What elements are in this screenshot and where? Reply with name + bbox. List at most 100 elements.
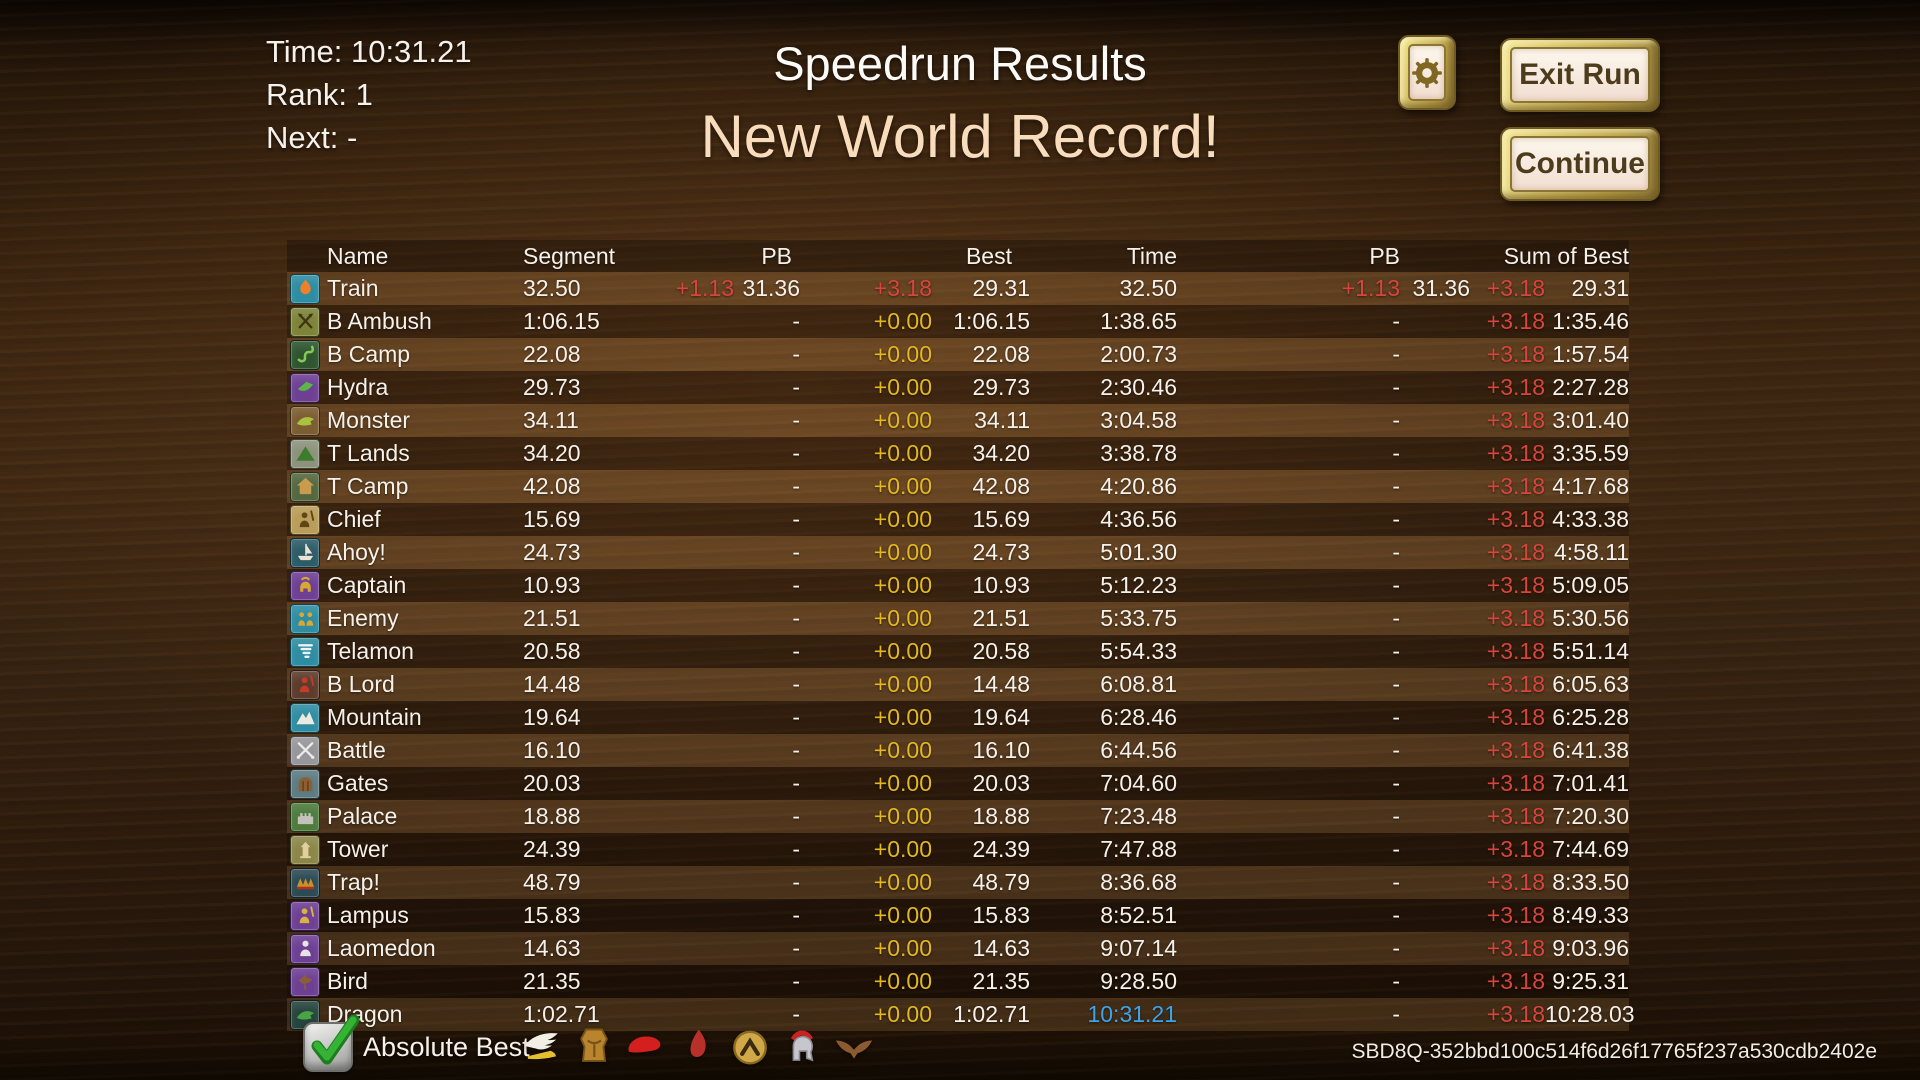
table-row: Telamon 20.58 - +0.00 20.58 5:54.33 - +3.… bbox=[287, 635, 1629, 668]
cuirass-icon bbox=[570, 1022, 618, 1070]
segment-name: Monster bbox=[327, 407, 411, 433]
run-rank: Rank: 1 bbox=[266, 77, 373, 112]
segment-name: Palace bbox=[327, 803, 398, 829]
table-row: Battle 16.10 - +0.00 16.10 6:44.56 - +3.1… bbox=[287, 734, 1629, 767]
sum-of-best-cell: +3.18 4:33.38 bbox=[1486, 506, 1629, 532]
pb-cumulative-cell: - bbox=[1392, 341, 1400, 367]
hut-icon bbox=[290, 471, 320, 502]
segment-time: 20.58 bbox=[523, 638, 581, 664]
sum-of-best-cell: +3.18 4:58.11 bbox=[1486, 539, 1629, 565]
segment-time: 1:02.71 bbox=[523, 1001, 600, 1027]
pb-cell: - bbox=[792, 1001, 800, 1027]
segment-name: Gates bbox=[327, 770, 389, 796]
exit-run-button[interactable]: Exit Run bbox=[1500, 38, 1660, 112]
pb-cell: - bbox=[792, 473, 800, 499]
new-world-record-banner: New World Record! bbox=[700, 103, 1220, 170]
king-icon bbox=[290, 933, 320, 964]
best-cell: +0.00 16.10 bbox=[873, 737, 1030, 763]
best-cell: +0.00 22.08 bbox=[873, 341, 1030, 367]
table-row: Bird 21.35 - +0.00 21.35 9:28.50 - +3.18 9… bbox=[287, 965, 1629, 998]
segment-name: Telamon bbox=[327, 638, 414, 664]
segment-name: Mountain bbox=[327, 704, 422, 730]
best-cell: +0.00 42.08 bbox=[873, 473, 1030, 499]
sum-of-best-cell: +3.18 9:25.31 bbox=[1486, 968, 1629, 994]
pb-cumulative-cell: - bbox=[1392, 605, 1400, 631]
segment-time: 18.88 bbox=[523, 803, 581, 829]
segment-time: 16.10 bbox=[523, 737, 581, 763]
table-row: Captain 10.93 - +0.00 10.93 5:12.23 - +3.… bbox=[287, 569, 1629, 602]
pb-cumulative-cell: - bbox=[1392, 539, 1400, 565]
pb-cell: - bbox=[792, 935, 800, 961]
best-cell: +0.00 14.48 bbox=[873, 671, 1030, 697]
pb-cell: - bbox=[792, 539, 800, 565]
segment-name: T Lands bbox=[327, 440, 410, 466]
exit-run-label: Exit Run bbox=[1519, 58, 1641, 91]
pb-cell: - bbox=[792, 968, 800, 994]
tower-icon bbox=[290, 834, 320, 865]
pb-cumulative-cell: - bbox=[1392, 506, 1400, 532]
best-cell: +0.00 15.69 bbox=[873, 506, 1030, 532]
settings-button[interactable] bbox=[1398, 35, 1456, 110]
sum-of-best-cell: +3.18 3:01.40 bbox=[1486, 407, 1629, 433]
best-cell: +0.00 14.63 bbox=[873, 935, 1030, 961]
cumulative-time-cell: 6:28.46 bbox=[1100, 704, 1177, 730]
cumulative-time-cell: 9:07.14 bbox=[1100, 935, 1177, 961]
table-row: Enemy 21.51 - +0.00 21.51 5:33.75 - +3.18… bbox=[287, 602, 1629, 635]
pb-cell: - bbox=[792, 440, 800, 466]
cumulative-time-cell: 5:12.23 bbox=[1100, 572, 1177, 598]
best-cell: +0.00 20.03 bbox=[873, 770, 1030, 796]
best-cell: +0.00 34.11 bbox=[873, 407, 1030, 433]
sum-of-best-cell: +3.18 5:51.14 bbox=[1486, 638, 1629, 664]
pb-cumulative-cell: - bbox=[1392, 803, 1400, 829]
snake-icon bbox=[290, 339, 320, 370]
pb-cell: - bbox=[792, 737, 800, 763]
table-row: B Lord 14.48 - +0.00 14.48 6:08.81 - +3.1… bbox=[287, 668, 1629, 701]
best-cell: +0.00 29.73 bbox=[873, 374, 1030, 400]
segment-name: Enemy bbox=[327, 605, 399, 631]
segment-name: B Lord bbox=[327, 671, 395, 697]
achievement-icons bbox=[518, 1022, 878, 1070]
cumulative-time-cell: 3:38.78 bbox=[1100, 440, 1177, 466]
pb-cell: - bbox=[792, 671, 800, 697]
sum-of-best-cell: +3.18 7:20.30 bbox=[1486, 803, 1629, 829]
cumulative-time-cell: 7:47.88 bbox=[1100, 836, 1177, 862]
best-cell: +0.00 34.20 bbox=[873, 440, 1030, 466]
winged-sandal-icon bbox=[518, 1022, 566, 1070]
pb-cell: - bbox=[792, 374, 800, 400]
chief-icon bbox=[290, 504, 320, 535]
segment-time: 34.11 bbox=[523, 407, 579, 433]
segment-time: 42.08 bbox=[523, 473, 581, 499]
segment-time: 22.08 bbox=[523, 341, 581, 367]
pb-cumulative-cell: - bbox=[1392, 374, 1400, 400]
wings-icon bbox=[830, 1022, 878, 1070]
trap-icon bbox=[290, 867, 320, 898]
segment-time: 20.03 bbox=[523, 770, 581, 796]
table-row: Hydra 29.73 - +0.00 29.73 2:30.46 - +3.18… bbox=[287, 371, 1629, 404]
cumulative-time-cell: 3:04.58 bbox=[1100, 407, 1177, 433]
cumulative-time-cell: 6:08.81 bbox=[1100, 671, 1177, 697]
segment-name: Hydra bbox=[327, 374, 389, 400]
segment-name: Train bbox=[327, 275, 379, 301]
sum-of-best-cell: +3.18 5:30.56 bbox=[1486, 605, 1629, 631]
cumulative-time-cell: 32.50 bbox=[1119, 275, 1177, 301]
pb-cumulative-cell: - bbox=[1392, 902, 1400, 928]
absolute-best-checkbox[interactable] bbox=[303, 1014, 360, 1072]
sum-of-best-cell: +3.18 3:35.59 bbox=[1486, 440, 1629, 466]
sum-of-best-cell: +3.18 6:05.63 bbox=[1486, 671, 1629, 697]
continue-button[interactable]: Continue bbox=[1500, 127, 1660, 201]
segment-name: Bird bbox=[327, 968, 368, 994]
run-time: Time: 10:31.21 bbox=[266, 34, 472, 69]
table-row: Palace 18.88 - +0.00 18.88 7:23.48 - +3.1… bbox=[287, 800, 1629, 833]
cumulative-time-cell: 7:04.60 bbox=[1100, 770, 1177, 796]
table-row: Mountain 19.64 - +0.00 19.64 6:28.46 - +3… bbox=[287, 701, 1629, 734]
segment-name: Laomedon bbox=[327, 935, 436, 961]
pb-cumulative-cell: - bbox=[1392, 473, 1400, 499]
table-row: Laomedon 14.63 - +0.00 14.63 9:07.14 - +3… bbox=[287, 932, 1629, 965]
pb-cumulative-cell: - bbox=[1392, 572, 1400, 598]
best-cell: +0.00 48.79 bbox=[873, 869, 1030, 895]
segment-time: 14.63 bbox=[523, 935, 581, 961]
table-row: Lampus 15.83 - +0.00 15.83 8:52.51 - +3.1… bbox=[287, 899, 1629, 932]
pb-cumulative-cell: - bbox=[1392, 770, 1400, 796]
segment-time: 32.50 bbox=[523, 275, 581, 301]
